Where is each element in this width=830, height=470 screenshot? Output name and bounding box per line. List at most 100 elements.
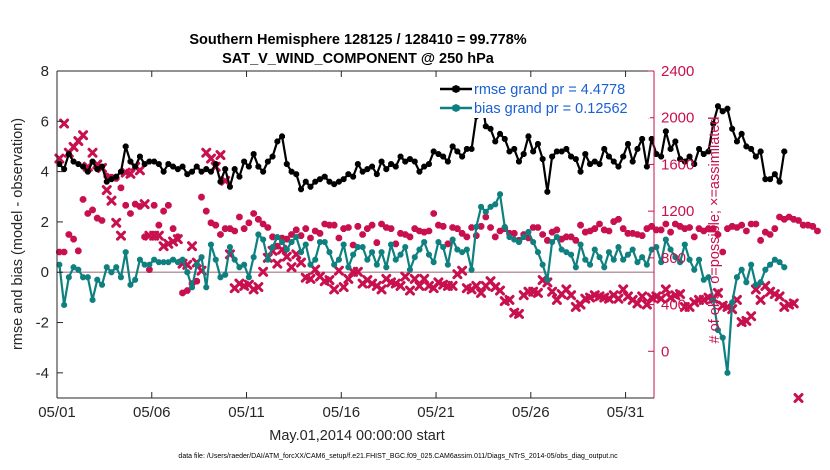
obs-possible-point [84,210,92,217]
rmse-point [681,158,688,165]
bias-point [141,261,148,268]
rmse-point [416,168,423,175]
rmse-point [625,141,631,147]
obs-assimilated-point [78,130,89,141]
obs-possible-point [56,248,63,256]
obs-assimilated-point [125,168,136,179]
rmse-point [231,166,238,173]
obs-possible-point [596,220,603,228]
obs-possible-point [653,226,660,234]
bias-point [378,249,385,256]
bias-point [397,251,404,258]
bias-point [151,256,158,263]
bias-point [340,241,347,248]
bias-point [155,259,162,266]
bias-point [587,261,593,268]
obs-assimilated-point [447,280,458,291]
obs-assimilated-point [774,291,785,302]
obs-assimilated-point [632,298,643,309]
obs-assimilated-point [172,234,183,245]
bias-point [535,249,541,256]
bias-point [302,241,309,248]
obs-assimilated-series [54,118,804,403]
obs-possible-point [169,225,177,232]
bias-point [70,264,77,271]
rmse-point [227,183,233,190]
bias-point [681,241,688,248]
bias-point [700,276,707,283]
bias-point [634,259,641,266]
rmse-point [340,176,347,183]
obs-possible-point [193,277,201,285]
bias-point [245,274,252,281]
obs-possible-point [553,226,561,234]
bias-point [113,264,120,271]
obs-possible-point [345,224,352,231]
obs-assimilated-point [698,294,709,305]
bias-point [501,224,508,230]
obs-possible-point [326,221,333,229]
bias-point [288,239,295,245]
obs-assimilated-point [779,301,790,312]
obs-possible-point [795,217,802,224]
ticks-layer: 05/01 05/06 05/11 05/16 05/21 05/26 05/3186420… [36,63,695,421]
obs-possible-point [160,207,167,215]
rmse-point [193,163,200,170]
rmse-point [662,128,669,135]
obs-possible-point [799,221,807,229]
bias-point [241,261,248,268]
rmse-point [151,158,158,165]
rmse-point [407,156,413,162]
rmse-point [430,148,437,155]
bias-point [430,259,437,266]
bias-point [426,251,432,258]
obs-assimilated-point [570,301,581,312]
bias-point [298,249,304,256]
rmse-series [56,90,788,195]
bias-point [715,327,721,333]
rmse-point [563,146,570,152]
obs-assimilated-point [637,291,648,302]
rmse-point [336,178,342,185]
rmse-point [397,153,404,160]
rmse-point [535,141,541,147]
bias-point [198,254,205,261]
rmse-point [587,161,593,167]
rmse-point [757,148,764,155]
obs-assimilated-point [352,266,363,277]
obs-assimilated-point [158,241,169,252]
bias-point [132,276,139,283]
bias-point [516,239,522,245]
obs-possible-point [619,225,627,232]
obs-assimilated-point [106,195,117,206]
bias-point [336,256,342,263]
bias-point [520,234,527,240]
obs-possible-point [444,240,452,248]
rmse-point [468,146,475,152]
rmse-point [212,161,219,167]
rmse-point [350,173,357,180]
obs-assimilated-point [404,285,415,296]
obs-assimilated-point [258,266,269,277]
obs-possible-point [79,196,87,203]
bias-point [487,203,494,210]
obs-assimilated-point [248,284,259,295]
bias-point [260,236,267,243]
rmse-point [260,168,267,175]
obs-assimilated-point [333,265,344,276]
rmse-point [118,168,124,175]
rmse-point [137,153,143,160]
rmse-point [549,153,556,160]
bias-point [677,259,683,266]
bias-point [558,246,565,253]
obs-assimilated-point [547,286,558,297]
rmse-point [189,168,195,175]
rmse-point [634,146,641,152]
obs-assimilated-point [769,289,780,300]
rmse-point [160,168,167,175]
obs-assimilated-point [423,280,434,291]
rmse-point [113,173,120,180]
obs-possible-point [686,224,693,231]
obs-possible-point [359,231,366,238]
